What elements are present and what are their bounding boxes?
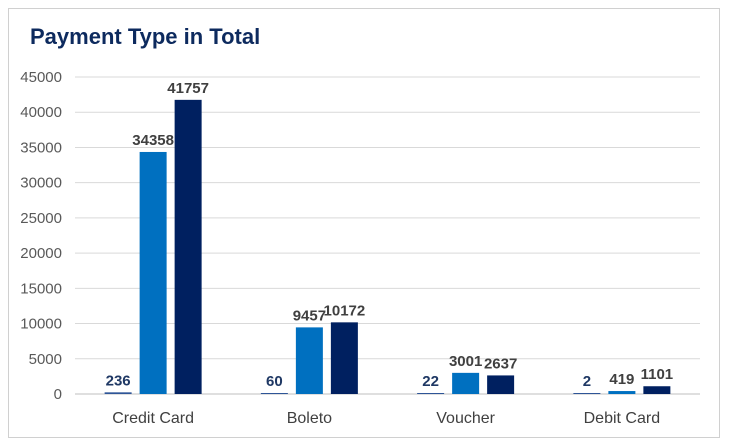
bar <box>174 99 202 395</box>
x-axis-categories: Credit Card Boleto Voucher Debit Card <box>112 410 660 427</box>
y-tick-label: 0 <box>54 386 62 403</box>
data-label: 236 <box>106 372 131 389</box>
data-label: 34358 <box>132 132 174 149</box>
bar <box>608 391 636 394</box>
bar <box>104 392 132 394</box>
data-label: 1101 <box>641 366 674 383</box>
bar <box>260 393 288 394</box>
bar <box>643 386 671 394</box>
data-label: 41757 <box>167 80 209 97</box>
gridlines <box>75 76 700 395</box>
category-label: Debit Card <box>584 410 660 427</box>
y-tick-label: 10000 <box>20 316 62 333</box>
bar <box>573 393 601 394</box>
data-label: 60 <box>266 373 283 390</box>
bar <box>452 372 480 394</box>
y-tick-label: 15000 <box>20 280 62 297</box>
y-axis-ticks: 0 5000 10000 15000 20000 25000 30000 35000 40000… <box>20 69 62 403</box>
y-tick-label: 40000 <box>20 104 62 121</box>
bar <box>295 327 323 394</box>
bar <box>487 375 515 394</box>
data-label: 9457 <box>293 307 326 324</box>
bar <box>330 322 358 394</box>
y-tick-label: 5000 <box>29 351 62 368</box>
data-label: 3001 <box>449 353 482 370</box>
bar <box>417 393 445 394</box>
category-label: Voucher <box>436 410 495 427</box>
chart-title: Payment Type in Total <box>30 24 261 49</box>
y-tick-label: 35000 <box>20 139 62 156</box>
bar <box>139 151 167 394</box>
bars <box>104 99 671 395</box>
y-tick-label: 20000 <box>20 245 62 262</box>
category-label: Boleto <box>287 410 332 427</box>
y-tick-label: 45000 <box>20 69 62 86</box>
data-label: 2 <box>583 373 591 390</box>
data-label: 10172 <box>324 302 366 319</box>
y-tick-label: 30000 <box>20 175 62 192</box>
data-label: 2637 <box>484 355 517 372</box>
category-label: Credit Card <box>112 410 194 427</box>
data-label: 22 <box>422 373 439 390</box>
data-label: 419 <box>609 371 634 388</box>
y-tick-label: 25000 <box>20 210 62 227</box>
chart-frame <box>8 8 720 438</box>
